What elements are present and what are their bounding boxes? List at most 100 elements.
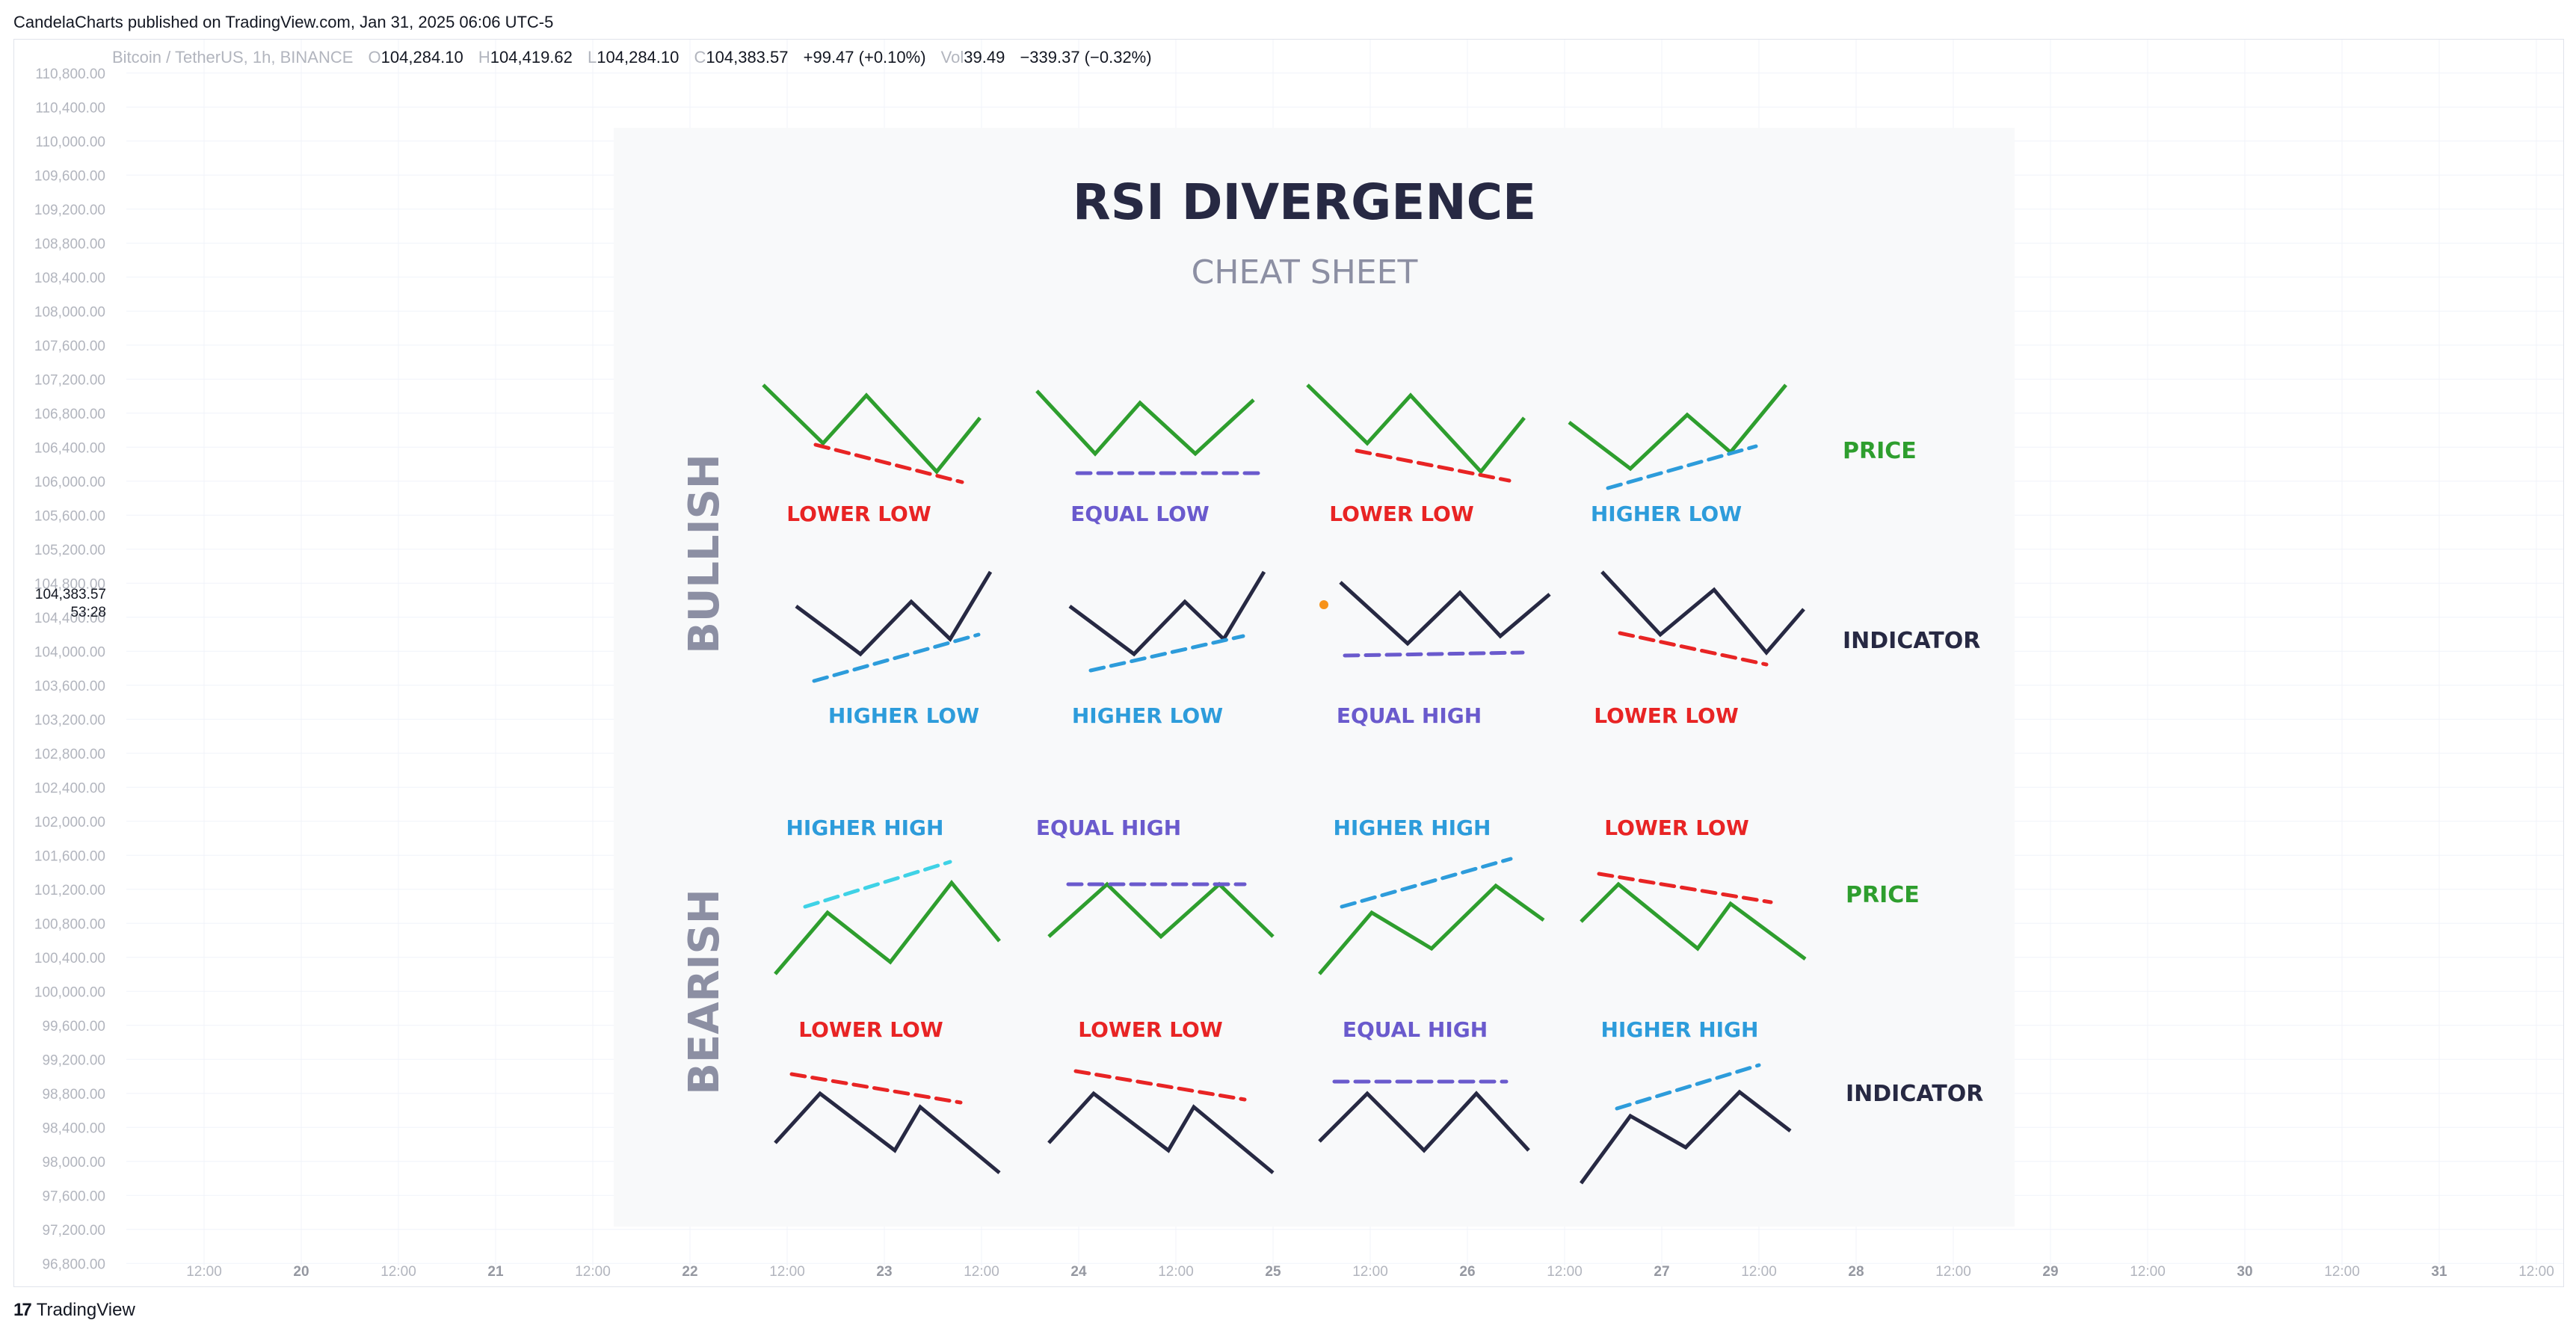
time-tick-label: 12:00 <box>380 1264 416 1280</box>
price-tick-label: 107,600.00 <box>34 339 105 354</box>
price-tick-label: 105,200.00 <box>34 543 105 558</box>
bearish-price-trendline <box>803 860 952 909</box>
bullish-indicator-trendline <box>812 632 981 683</box>
price-tick-label: 98,400.00 <box>42 1120 105 1136</box>
time-tick-label: 23 <box>876 1264 892 1280</box>
symbol-legend[interactable]: Bitcoin / TetherUS, 1h, BINANCE O 104,284… <box>112 46 1162 69</box>
price-tick-label: 109,200.00 <box>34 203 105 218</box>
price-tick-label: 97,200.00 <box>42 1223 105 1239</box>
price-tick-label: 110,400.00 <box>35 100 105 116</box>
cheat-sheet-subtitle: CHEAT SHEET <box>1192 253 1418 292</box>
price-tick-label: 98,000.00 <box>42 1155 105 1171</box>
bearish-indicator-label: EQUAL HIGH <box>1343 1017 1488 1042</box>
price-tick-label: 104,400.00 <box>34 611 105 626</box>
price-tick-label: 108,400.00 <box>34 271 105 286</box>
price-tick-label: 101,600.00 <box>34 848 105 864</box>
time-tick-label: 21 <box>487 1264 504 1280</box>
marker-dot <box>1319 600 1328 609</box>
price-tick-label: 100,400.00 <box>34 951 105 966</box>
time-tick-label: 27 <box>1654 1264 1669 1280</box>
chart-canvas[interactable]: 110,800.00 110,400.00 110,000.00 109,600.00… <box>14 40 2565 1288</box>
bullish-indicator-pattern <box>1068 570 1266 657</box>
bullish-price-trendline <box>813 443 964 484</box>
time-tick-label: 22 <box>682 1264 697 1280</box>
bullish-indicator-pattern <box>1600 570 1805 656</box>
bullish-price-pattern <box>1035 389 1255 457</box>
time-tick-label: 12:00 <box>1158 1264 1194 1280</box>
bullish-price-label: EQUAL LOW <box>1070 502 1210 526</box>
bullish-price-label: LOWER LOW <box>786 502 931 526</box>
cheat-sheet-title: RSI DIVERGENCE <box>1073 173 1536 231</box>
bullish-price-pattern <box>762 383 982 475</box>
published-header: CandelaCharts published on TradingView.c… <box>13 13 554 31</box>
last-price: 104,383.57 <box>34 587 106 602</box>
chart-pane[interactable]: 110,800.00 110,400.00 110,000.00 109,600.00… <box>13 39 2564 1287</box>
time-tick-label: 28 <box>1848 1264 1864 1280</box>
price-tick-label: 96,800.00 <box>42 1257 105 1272</box>
price-tick-label: 100,800.00 <box>34 916 105 932</box>
bullish-indicator-row-label: INDICATOR <box>1843 628 1980 654</box>
bearish-price-pattern <box>1318 883 1545 975</box>
time-tick-label: 29 <box>2042 1264 2058 1280</box>
price-tick-label: 103,600.00 <box>34 679 105 694</box>
price-axis[interactable]: 110,800.00 110,400.00 110,000.00 109,600.00… <box>34 67 105 1273</box>
price-tick-label: 110,800.00 <box>35 67 105 82</box>
time-tick-label: 12:00 <box>186 1264 222 1280</box>
time-axis[interactable]: 12:00 20 12:00 21 12:00 22 12:00 23 12:00 24 12:00… <box>186 1264 2554 1280</box>
tradingview-brand[interactable]: TradingView <box>36 1300 135 1320</box>
time-tick-label: 12:00 <box>2130 1264 2166 1280</box>
bullish-indicator-label: HIGHER LOW <box>1072 703 1223 728</box>
last-price-label: 104,383.57 53:28 <box>18 586 106 622</box>
bullish-indicator-pattern <box>1339 581 1551 647</box>
price-tick-label: 99,600.00 <box>42 1019 105 1035</box>
legend-high: 104,419.62 <box>490 48 573 67</box>
legend-volume-label: Vol <box>940 48 964 67</box>
price-tick-label: 110,000.00 <box>35 135 105 150</box>
bearish-price-trendline <box>1597 872 1773 904</box>
bearish-price-label: LOWER LOW <box>1604 815 1749 840</box>
bullish-indicator-pattern <box>795 570 993 657</box>
bullish-indicator-trendline <box>1343 650 1525 658</box>
legend-high-label: H <box>478 48 490 67</box>
price-tick-label: 98,800.00 <box>42 1087 105 1103</box>
bullish-indicator-label: HIGHER LOW <box>828 703 979 728</box>
bullish-price-pattern <box>1568 383 1787 472</box>
bullish-price-row-label: PRICE <box>1843 438 1917 464</box>
cheat-sheet-background <box>614 128 2015 1227</box>
bearish-indicator-row-label: INDICATOR <box>1846 1081 1983 1107</box>
legend-open-label: O <box>368 48 381 67</box>
price-tick-label: 106,800.00 <box>34 407 105 422</box>
bullish-price-trendline <box>1355 448 1512 483</box>
price-tick-label: 101,200.00 <box>34 883 105 898</box>
legend-symbol[interactable]: Bitcoin / TetherUS, 1h, BINANCE <box>112 48 354 67</box>
bearish-indicator-trendline <box>1615 1063 1761 1111</box>
time-tick-label: 31 <box>2431 1264 2447 1280</box>
price-tick-label: 106,000.00 <box>34 475 105 490</box>
bar-countdown: 53:28 <box>70 605 106 620</box>
price-tick-label: 108,000.00 <box>34 304 105 320</box>
price-tick-label: 97,600.00 <box>42 1188 105 1204</box>
time-tick-label: 12:00 <box>2324 1264 2360 1280</box>
legend-volume-change: −339.37 (−0.32%) <box>1020 48 1152 67</box>
bearish-indicator-trendline <box>1073 1069 1247 1102</box>
legend-close: 104,383.57 <box>706 48 789 67</box>
price-tick-label: 103,200.00 <box>34 712 105 728</box>
legend-low: 104,284.10 <box>597 48 680 67</box>
time-tick-label: 12:00 <box>2518 1264 2554 1280</box>
bearish-indicator-pattern <box>1579 1089 1792 1185</box>
bearish-price-label: HIGHER HIGH <box>1334 815 1491 840</box>
bearish-indicator-pattern <box>1047 1091 1275 1174</box>
price-tick-label: 102,400.00 <box>34 780 105 796</box>
price-tick-label: 99,200.00 <box>42 1052 105 1068</box>
bearish-price-trendline <box>1340 857 1513 909</box>
time-tick-label: 12:00 <box>769 1264 805 1280</box>
time-tick-label: 12:00 <box>964 1264 999 1280</box>
time-tick-label: 26 <box>1459 1264 1475 1280</box>
bearish-price-pattern <box>1047 881 1275 940</box>
time-tick-label: 12:00 <box>1352 1264 1388 1280</box>
tradingview-logo-icon[interactable]: 17 <box>13 1300 32 1320</box>
bullish-price-trendline <box>1606 444 1758 490</box>
price-tick-label: 104,800.00 <box>34 576 105 592</box>
bullish-price-label: LOWER LOW <box>1329 502 1474 526</box>
bearish-price-pattern <box>774 879 1001 975</box>
